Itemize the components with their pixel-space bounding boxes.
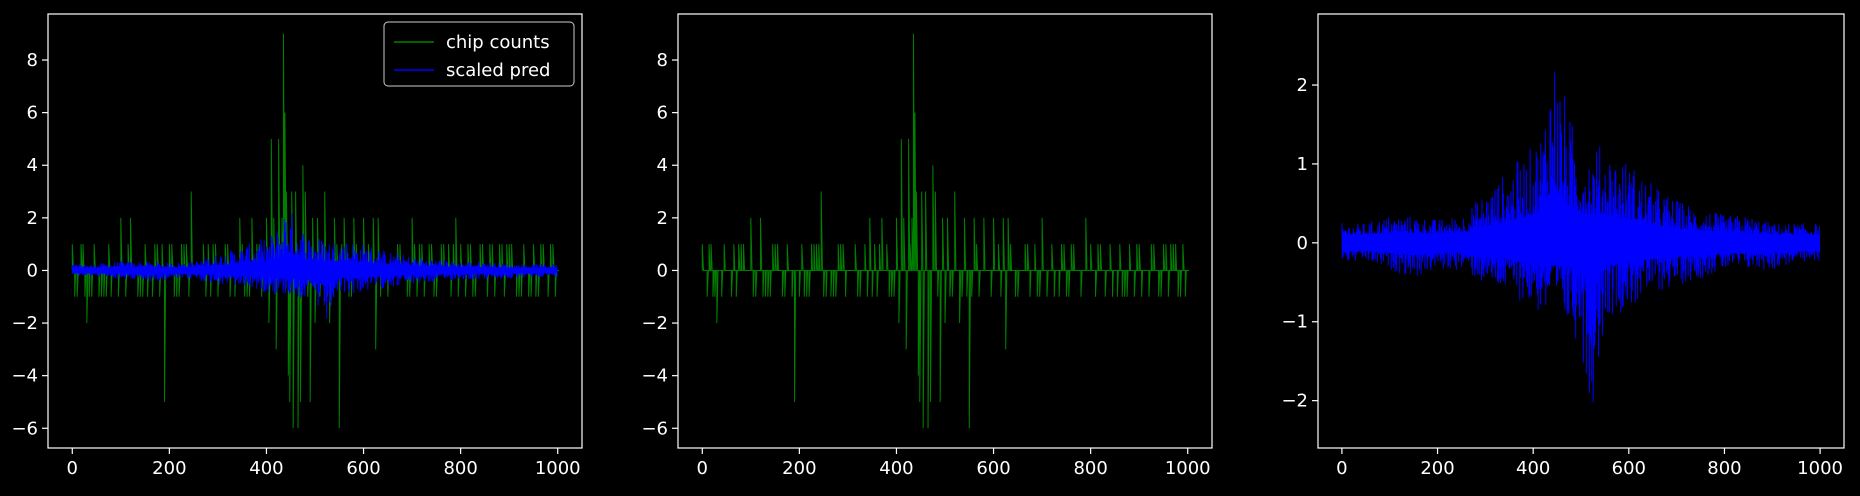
y-tick-label: 2 (1297, 75, 1308, 96)
x-tick-label: 400 (1516, 458, 1550, 479)
x-tick-label: 1000 (535, 458, 581, 479)
x-tick-label: 1000 (1797, 458, 1843, 479)
x-tick-label: 0 (697, 458, 708, 479)
y-tick-label: 6 (27, 103, 38, 124)
y-tick-label: −4 (641, 366, 668, 387)
line-scaled-pred (71, 213, 558, 318)
axes-frame (677, 13, 1213, 449)
y-tick-label: 0 (27, 260, 38, 281)
y-tick-label: 4 (27, 155, 38, 176)
x-tick-label: 800 (1707, 458, 1741, 479)
y-tick-label: 0 (1297, 233, 1308, 254)
plot-area (71, 33, 559, 429)
x-tick-label: 600 (1612, 458, 1646, 479)
series-chip-counts (71, 33, 559, 429)
x-tick-label: 0 (67, 458, 78, 479)
x-tick-label: 200 (782, 458, 816, 479)
y-tick-label: −2 (11, 313, 38, 334)
y-tick-label: 2 (27, 208, 38, 229)
x-tick-label: 200 (152, 458, 186, 479)
y-tick-label: 6 (657, 103, 668, 124)
y-tick-label: 0 (657, 260, 668, 281)
series-scaled-pred (71, 213, 558, 318)
legend: chip counts scaled pred (383, 21, 575, 87)
y-tick-label: 2 (657, 208, 668, 229)
legend-label: chip counts (446, 32, 550, 53)
line-scaled-pred (1341, 72, 1821, 403)
x-tick-label: 800 (1073, 458, 1107, 479)
y-tick-label: −6 (11, 418, 38, 439)
y-tick-label: −1 (1281, 312, 1308, 333)
line-chip-counts (701, 33, 1189, 429)
chart-panel-1: 0 200 400 600 800 1000 −6 −4 −2 0 2 4 6 8 chip counts s… (11, 13, 583, 479)
y-tick-label: −2 (641, 313, 668, 334)
line-chip-counts (71, 33, 559, 429)
x-tick-label: 400 (249, 458, 283, 479)
chart-panel-2: 0 200 400 600 800 1000 −6 −4 −2 0 2 4 6 8 (641, 13, 1213, 479)
series-chip-counts (701, 33, 1189, 429)
plot-area (1341, 72, 1821, 403)
chart-panel-3: 0 200 400 600 800 1000 −2 −1 0 1 2 (1281, 13, 1845, 479)
axes-frame (1317, 13, 1845, 449)
y-tick-label: 4 (657, 155, 668, 176)
legend-label: scaled pred (446, 60, 550, 81)
x-tick-label: 200 (1420, 458, 1454, 479)
x-tick-label: 800 (443, 458, 477, 479)
x-tick-label: 0 (1336, 458, 1347, 479)
y-tick-label: −6 (641, 418, 668, 439)
x-tick-label: 1000 (1165, 458, 1211, 479)
series-scaled-pred (1341, 72, 1821, 403)
axes-frame (47, 13, 583, 449)
x-tick-label: 400 (879, 458, 913, 479)
y-tick-label: 1 (1297, 154, 1308, 175)
y-tick-label: 8 (27, 50, 38, 71)
y-tick-label: −4 (11, 366, 38, 387)
x-tick-label: 600 (346, 458, 380, 479)
y-tick-label: 8 (657, 50, 668, 71)
x-tick-label: 600 (976, 458, 1010, 479)
plot-area (701, 33, 1189, 429)
y-tick-label: −2 (1281, 391, 1308, 412)
